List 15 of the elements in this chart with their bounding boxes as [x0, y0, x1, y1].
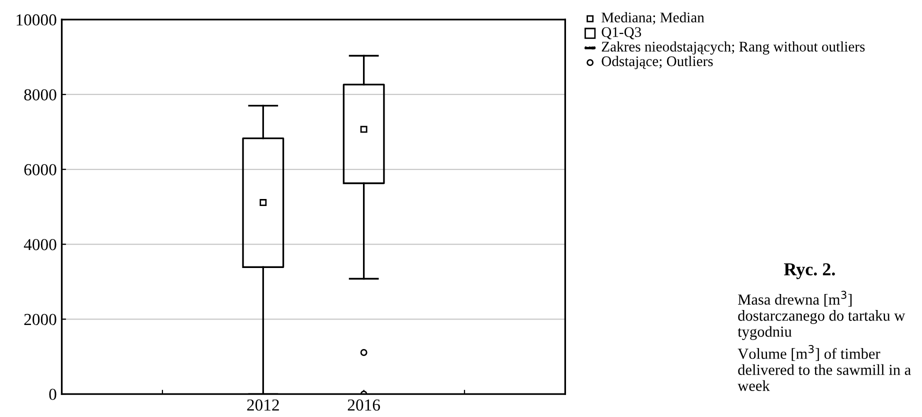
y-tick-label: 8000 [24, 89, 56, 100]
text: Volume [m$^{3}$] of timber delivered to the sawmill in a week [738, 344, 911, 391]
text: Mediana; Median [602, 12, 704, 25]
y-tick-label: 10000 [16, 14, 56, 26]
text: Odstające; Outliers [602, 56, 713, 70]
text: Masa drewna [m$^{3}$] dostarczanego do tartaku w tygodniu [738, 290, 906, 340]
text: Q1-Q3 [602, 27, 642, 40]
y-tick-label: 2000 [24, 314, 56, 326]
text: Zakres nieodstających; Rang without outliers [602, 41, 865, 55]
y-tick-label: 6000 [24, 164, 56, 176]
x-tick-label: 2016 [348, 399, 380, 411]
y-tick-label: 4000 [24, 238, 56, 250]
text: Ryc. 2. [784, 263, 835, 280]
y-tick-label: 0 [49, 388, 56, 400]
x-tick-label: 2012 [247, 399, 279, 411]
